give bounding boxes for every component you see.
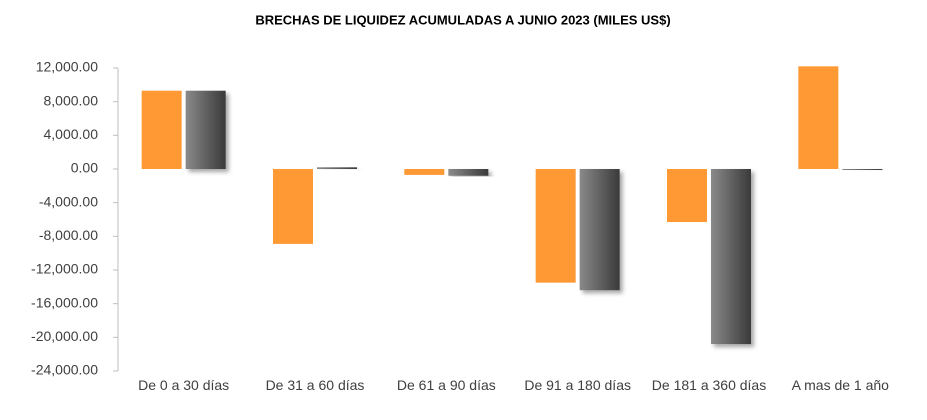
y-tick-label: -24,000.00 — [31, 362, 98, 378]
x-tick-label: De 31 a 60 días — [265, 377, 365, 393]
x-tick-label: De 61 a 90 días — [396, 377, 496, 393]
bar — [711, 169, 751, 345]
bar — [141, 90, 182, 169]
y-tick-label: 12,000.00 — [36, 59, 98, 75]
bar — [535, 169, 576, 283]
bar — [317, 167, 357, 169]
bar — [842, 169, 883, 170]
bar — [667, 169, 707, 223]
x-tick-label: De 0 a 30 días — [138, 377, 230, 393]
y-tick-label: -4,000.00 — [39, 193, 98, 209]
bar — [579, 169, 620, 291]
x-tick-label: De 181 a 360 días — [651, 377, 767, 393]
y-tick-label: 4,000.00 — [44, 126, 99, 142]
bar — [448, 169, 489, 176]
x-tick-label: De 91 a 180 días — [524, 377, 631, 393]
y-tick-label: -20,000.00 — [31, 328, 98, 344]
y-tick-label: -8,000.00 — [39, 227, 98, 243]
y-tick-label: -12,000.00 — [31, 261, 98, 277]
bar — [404, 169, 445, 175]
x-tick-label: A mas de 1 año — [791, 377, 889, 393]
chart-title: BRECHAS DE LIQUIDEZ ACUMULADAS A JUNIO 2… — [255, 12, 670, 27]
bar — [185, 90, 226, 169]
y-tick-label: 0.00 — [71, 160, 98, 176]
bar — [273, 169, 313, 244]
y-tick-label: -16,000.00 — [31, 294, 98, 310]
y-tick-label: 8,000.00 — [44, 92, 99, 108]
bar — [798, 66, 839, 169]
